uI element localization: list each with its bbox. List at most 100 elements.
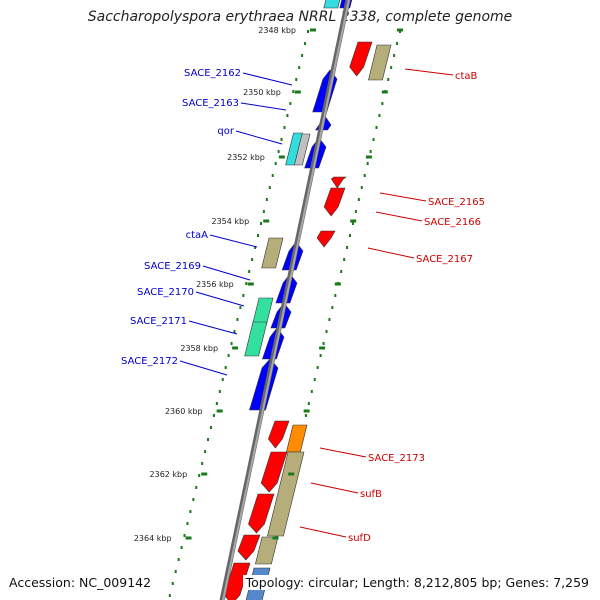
gene-label-right: sufD bbox=[348, 533, 371, 544]
inner-dot bbox=[230, 342, 233, 345]
inner-dot bbox=[242, 294, 245, 297]
outer-dot bbox=[378, 114, 381, 117]
inner-dot bbox=[295, 78, 298, 81]
leader-line-right bbox=[299, 526, 347, 538]
cds-ctaa bbox=[261, 237, 284, 269]
tick-mark-outer bbox=[381, 90, 388, 94]
topology-text: Topology: circular; Length: 8,212,805 bp… bbox=[242, 575, 592, 590]
gene-label-left: SACE_2172 bbox=[121, 356, 178, 367]
outer-dot bbox=[366, 162, 369, 165]
map-title: Saccharopolyspora erythraea NRRL 2338, c… bbox=[87, 9, 513, 25]
scale-ticks: 2348 kbp 2350 kbp 2352 kbp 2354 kbp 2356 kbp… bbox=[134, 26, 403, 543]
outer-dot bbox=[310, 390, 313, 393]
cds-sace-2166 bbox=[323, 187, 346, 217]
inner-dot bbox=[180, 546, 183, 549]
cds-sace-2165 bbox=[330, 176, 347, 189]
outer-dot bbox=[387, 78, 390, 81]
inner-dot bbox=[245, 282, 248, 285]
outer-dot bbox=[304, 414, 307, 417]
leader-line-right bbox=[319, 447, 367, 458]
outer-dot bbox=[340, 270, 343, 273]
cds-sace-2170-green bbox=[252, 297, 274, 325]
inner-dot bbox=[209, 426, 212, 429]
outer-dot bbox=[381, 102, 384, 105]
kbp-label: 2362 kbp bbox=[150, 470, 188, 479]
backbone bbox=[219, 0, 351, 600]
inner-dot bbox=[227, 354, 230, 357]
inner-dot bbox=[265, 198, 268, 201]
outer-dot bbox=[369, 150, 372, 153]
gene-label-right: SACE_2166 bbox=[424, 217, 481, 228]
inner-dot bbox=[307, 30, 309, 33]
outer-dot bbox=[372, 138, 375, 141]
outer-dot bbox=[334, 294, 337, 297]
inner-dot bbox=[198, 474, 201, 477]
outer-dot bbox=[360, 186, 363, 189]
outer-dot bbox=[325, 330, 328, 333]
outer-dot bbox=[313, 378, 316, 381]
cds-sace-2167 bbox=[316, 230, 336, 248]
gene-label-left: ctaA bbox=[186, 230, 209, 241]
inner-dot bbox=[212, 414, 215, 417]
inner-dot bbox=[221, 378, 224, 381]
outer-dot bbox=[343, 258, 346, 261]
cds-sufd bbox=[255, 536, 279, 565]
leader-line-right bbox=[404, 68, 454, 76]
tick-mark-inner bbox=[201, 472, 208, 476]
cds-cyan-top bbox=[323, 0, 341, 9]
inner-dot bbox=[215, 402, 218, 405]
kbp-label: 2356 kbp bbox=[196, 280, 234, 289]
backbone-highlight bbox=[222, 0, 350, 600]
cds-sace-2173-orange bbox=[286, 424, 308, 453]
inner-dot bbox=[201, 462, 204, 465]
outer-dot bbox=[319, 354, 322, 357]
gene-label-right: ctaB bbox=[455, 71, 478, 82]
inner-dot bbox=[257, 234, 260, 237]
inner-dot bbox=[192, 498, 195, 501]
gene-label-left: SACE_2169 bbox=[144, 261, 201, 272]
outer-dot bbox=[346, 246, 349, 249]
outer-dot bbox=[322, 342, 325, 345]
inner-dot bbox=[259, 222, 262, 225]
inner-dot bbox=[195, 486, 198, 489]
outer-dot bbox=[396, 42, 399, 45]
leader-line-left bbox=[195, 291, 245, 307]
inner-dot bbox=[268, 186, 271, 189]
inner-dot bbox=[254, 246, 257, 249]
leader-line-left bbox=[240, 102, 287, 111]
inner-dot bbox=[186, 522, 189, 525]
tick-mark-outer bbox=[397, 28, 403, 32]
cds-ctab bbox=[368, 44, 392, 81]
tick-mark-outer bbox=[365, 155, 372, 159]
tick-mark-outer bbox=[303, 409, 310, 413]
tick-mark-outer bbox=[319, 346, 326, 350]
cds-sufb bbox=[267, 451, 305, 537]
leader-line-left bbox=[202, 265, 251, 281]
gene-label-right: sufB bbox=[360, 489, 382, 500]
leader-line-left bbox=[209, 234, 258, 248]
tick-mark-outer bbox=[334, 282, 341, 286]
outer-dot bbox=[390, 66, 393, 69]
inner-dot bbox=[233, 330, 236, 333]
tick-mark-inner bbox=[216, 409, 223, 413]
tick-mark-inner bbox=[310, 28, 316, 32]
cds-sufb-red bbox=[260, 451, 288, 493]
gene-label-left: SACE_2163 bbox=[182, 98, 239, 109]
kbp-label: 2358 kbp bbox=[180, 344, 218, 353]
inner-dot bbox=[298, 66, 301, 69]
leader-line-right bbox=[379, 192, 427, 202]
inner-dot bbox=[171, 582, 174, 585]
cds-sace-2171-green bbox=[244, 321, 268, 357]
tick-mark-inner bbox=[185, 536, 192, 540]
inner-dot bbox=[236, 318, 239, 321]
outer-dot bbox=[316, 366, 319, 369]
inner-dot bbox=[204, 450, 207, 453]
leader-line-right bbox=[310, 482, 359, 494]
tick-mark-outer bbox=[272, 536, 279, 540]
cds-qor-b bbox=[294, 133, 311, 166]
inner-dot bbox=[286, 114, 289, 117]
outer-dot bbox=[354, 210, 357, 213]
outer-dot bbox=[331, 306, 334, 309]
